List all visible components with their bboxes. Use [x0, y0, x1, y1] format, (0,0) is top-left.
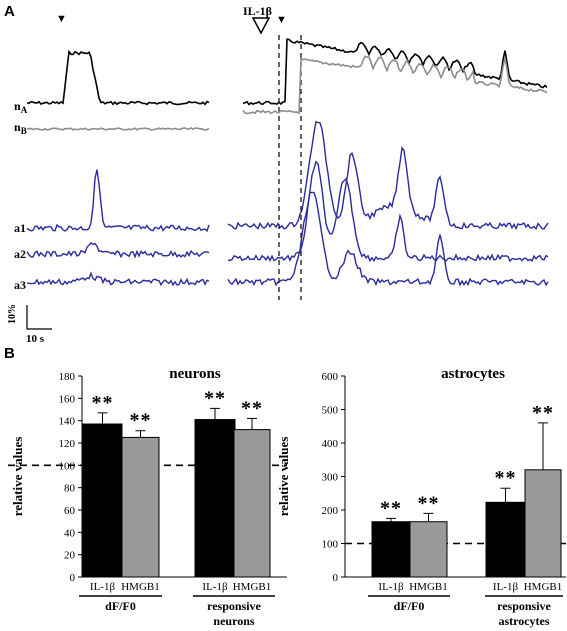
category-label: IL-1β [493, 581, 519, 593]
significance-stars: ** [204, 387, 226, 409]
chart-element: n [14, 99, 21, 113]
y-axis-title: relative values [10, 437, 25, 517]
category-label: IL-1β [202, 581, 228, 593]
y-tick-label: 500 [322, 405, 339, 417]
trace-na-pre [26, 49, 210, 106]
category-label: HMGB1 [409, 581, 448, 593]
y-tick-label: 100 [322, 539, 339, 551]
trace-na-post [242, 38, 548, 106]
significance-stars: ** [92, 392, 114, 414]
chart-element: A [21, 105, 28, 115]
trace-label-na: nA [14, 99, 28, 115]
bar-il1 [194, 419, 236, 578]
astrocytes-chart: astrocytes relative values 0 100 200 300 400 50… [276, 366, 566, 628]
y-tick-label: 160 [59, 393, 76, 405]
category-label: IL-1β [90, 581, 116, 593]
chart-element: n [14, 120, 21, 134]
trace-label-nb: nB [14, 120, 27, 136]
trace-label-a2: a2 [14, 247, 26, 261]
category-label: IL-1β [378, 581, 404, 593]
group-label: dF/F0 [105, 599, 136, 613]
group-label: neurons [213, 614, 254, 628]
group-label: responsive [207, 599, 261, 613]
significance-stars: ** [241, 397, 263, 419]
trace-a3-post [227, 191, 549, 287]
chart-title: astrocytes [441, 366, 505, 382]
group-label: astrocytes [498, 614, 549, 628]
neurons-chart: neurons relative values 0 20 40 60 80 100 120 140… [8, 366, 287, 628]
trace-a1-post [227, 120, 549, 231]
bar-hmgb1 [233, 429, 271, 578]
y-tick-label: 0 [333, 572, 339, 584]
trace-a2-pre [26, 241, 210, 259]
trace-a1-pre [26, 169, 210, 233]
y-tick-label: 140 [59, 416, 76, 428]
category-label: HMGB1 [233, 581, 272, 593]
y-tick-label: 60 [64, 505, 76, 517]
trace-a2-post [227, 160, 549, 263]
bar-hmgb1 [409, 521, 448, 578]
group-label: responsive [497, 599, 551, 613]
trace-label-a1: a1 [14, 221, 26, 235]
bar-il1 [82, 423, 123, 578]
event-marker-right: ▼ [276, 14, 287, 26]
y-tick-label: 0 [70, 572, 76, 584]
scale-bar [26, 305, 52, 330]
trace-nb-post [242, 55, 548, 115]
application-triangle-icon [251, 17, 271, 35]
event-marker-left: ▼ [56, 13, 67, 25]
category-label: HMGB1 [524, 581, 563, 593]
y-tick-label: 40 [64, 527, 76, 539]
calcium-traces [26, 38, 549, 287]
category-label: HMGB1 [121, 581, 160, 593]
il1b-label: IL-1β [243, 4, 272, 18]
significance-stars: ** [380, 497, 402, 519]
trace-a3-pre [26, 271, 210, 287]
y-tick-label: 400 [322, 438, 339, 450]
scale-y-label: 10% [7, 304, 18, 324]
y-tick-label: 180 [59, 371, 76, 383]
trace-label-a3: a3 [14, 278, 26, 292]
y-tick-label: 120 [59, 438, 76, 450]
scale-x-label: 10 s [26, 333, 45, 345]
bar-il1 [371, 521, 411, 578]
panel-b-letter: B [4, 345, 15, 362]
bar-hmgb1 [121, 436, 160, 578]
y-tick-label: 80 [64, 483, 76, 495]
y-tick-label: 100 [59, 460, 76, 472]
bar-il1 [485, 501, 526, 578]
y-tick-label: 200 [322, 505, 339, 517]
y-axis-title: relative values [276, 437, 291, 517]
y-tick-label: 300 [322, 472, 339, 484]
y-tick-label: 600 [322, 371, 339, 383]
significance-stars: ** [130, 410, 152, 432]
bar-hmgb1 [524, 469, 562, 578]
significance-stars: ** [495, 467, 517, 489]
significance-stars: ** [418, 492, 440, 514]
group-label: dF/F0 [394, 599, 425, 613]
significance-stars: ** [532, 402, 554, 424]
y-tick-label: 20 [64, 550, 76, 562]
chart-title: neurons [169, 366, 221, 382]
panel-a-letter: A [4, 3, 15, 20]
chart-element: B [21, 126, 27, 136]
trace-nb-pre [26, 127, 210, 131]
